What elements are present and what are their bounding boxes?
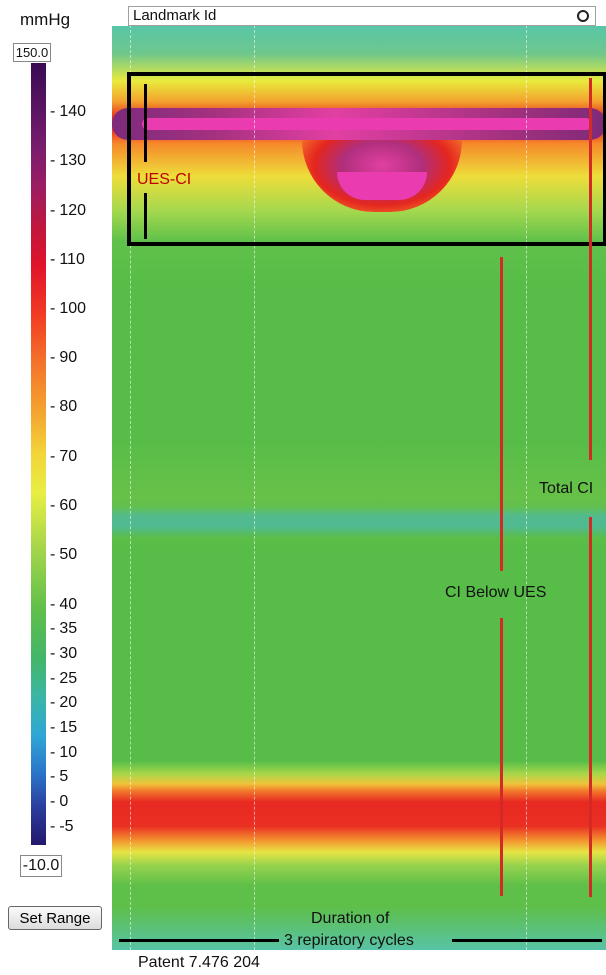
- scale-tick: 40: [50, 596, 77, 614]
- ci-below-ues-line-bottom: [500, 618, 503, 896]
- scale-tick: 60: [50, 497, 77, 515]
- ci-below-ues-label: CI Below UES: [445, 584, 547, 601]
- ues-region-box: [127, 72, 606, 246]
- scale-tick: 140: [50, 103, 86, 121]
- ues-ci-label: UES-CI: [137, 171, 192, 188]
- duration-bar-right: [452, 939, 602, 942]
- scale-tick: 50: [50, 546, 77, 564]
- scale-tick: 120: [50, 202, 86, 220]
- time-marker-line: [130, 0, 131, 975]
- scale-tick: 25: [50, 670, 77, 688]
- scale-tick: 35: [50, 620, 77, 638]
- ci-below-ues-line-top: [500, 257, 503, 571]
- total-ci-line-bottom: [589, 517, 592, 897]
- ues-pressure-lobe-peak: [337, 172, 427, 200]
- scale-tick: 110: [50, 251, 85, 269]
- scale-tick: 30: [50, 645, 77, 663]
- scale-tick: 80: [50, 398, 77, 416]
- unit-label: mmHg: [20, 10, 71, 29]
- duration-bar-left: [119, 939, 279, 942]
- scale-tick: 70: [50, 448, 77, 466]
- scale-tick: 130: [50, 152, 86, 170]
- time-marker-line: [254, 0, 255, 975]
- total-ci-label: Total CI: [539, 480, 594, 497]
- scale-tick: 5: [50, 768, 68, 786]
- scale-max-input[interactable]: 150.0: [13, 43, 51, 62]
- scale-tick: 0: [50, 793, 68, 811]
- pressure-topography-plot: Landmark Id UES-CI Total CI CI Below UES…: [112, 0, 606, 975]
- scale-tick: -5: [50, 818, 73, 836]
- pressure-colorbar: [31, 63, 46, 845]
- footer-bar: [128, 954, 528, 975]
- scale-tick: 100: [50, 300, 86, 318]
- duration-label-line1: Duration of: [311, 910, 390, 927]
- total-ci-line-top: [589, 78, 592, 460]
- scale-tick: 10: [50, 744, 77, 762]
- landmark-id-label: Landmark Id: [133, 7, 217, 24]
- set-range-button[interactable]: Set Range: [8, 906, 102, 930]
- duration-label-line2: 3 repiratory cycles: [284, 932, 414, 949]
- landmark-id-bar[interactable]: Landmark Id: [128, 6, 596, 26]
- ues-ci-line-bottom: [144, 193, 147, 239]
- landmark-marker-icon[interactable]: [577, 10, 589, 22]
- ues-ci-line-top: [144, 84, 147, 162]
- scale-min-input[interactable]: -10.0: [20, 855, 62, 877]
- scale-tick: 90: [50, 349, 77, 367]
- heatmap-faint-band: [112, 440, 606, 550]
- pressure-scale-panel: mmHg 150.0 140 130 120 110 100 90 80 70 …: [0, 0, 112, 975]
- scale-tick: 20: [50, 694, 77, 712]
- time-marker-line: [526, 0, 527, 975]
- scale-tick: 15: [50, 719, 77, 737]
- patent-text: Patent 7.476 204: [138, 954, 260, 971]
